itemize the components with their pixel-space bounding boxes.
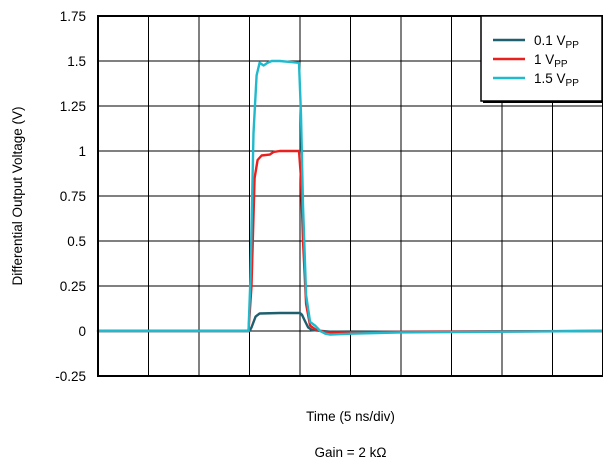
gain-caption: Gain = 2 kΩ xyxy=(314,445,386,460)
grid xyxy=(98,16,603,376)
y-tick-label: 0.25 xyxy=(60,279,86,294)
y-tick-label: -0.25 xyxy=(55,369,86,384)
y-tick-label: 0.75 xyxy=(60,189,86,204)
series-lines xyxy=(96,59,603,336)
y-tick-label: 1.25 xyxy=(60,99,86,114)
y-tick-label: 1.5 xyxy=(67,54,86,69)
y-axis-label: Differential Output Voltage (V) xyxy=(10,106,25,285)
y-tick-label: 1 xyxy=(78,144,86,159)
x-axis-label: Time (5 ns/div) xyxy=(306,409,395,424)
y-tick-label: 0.5 xyxy=(67,234,86,249)
y-tick-labels: 1.75 1.5 1.25 1 0.75 0.5 0.25 0 -0.25 xyxy=(55,9,86,384)
y-tick-label: 0 xyxy=(78,324,86,339)
plot-frame xyxy=(97,15,603,377)
y-tick-label: 1.75 xyxy=(60,9,86,24)
series-line xyxy=(96,149,603,334)
series-line xyxy=(96,59,603,336)
